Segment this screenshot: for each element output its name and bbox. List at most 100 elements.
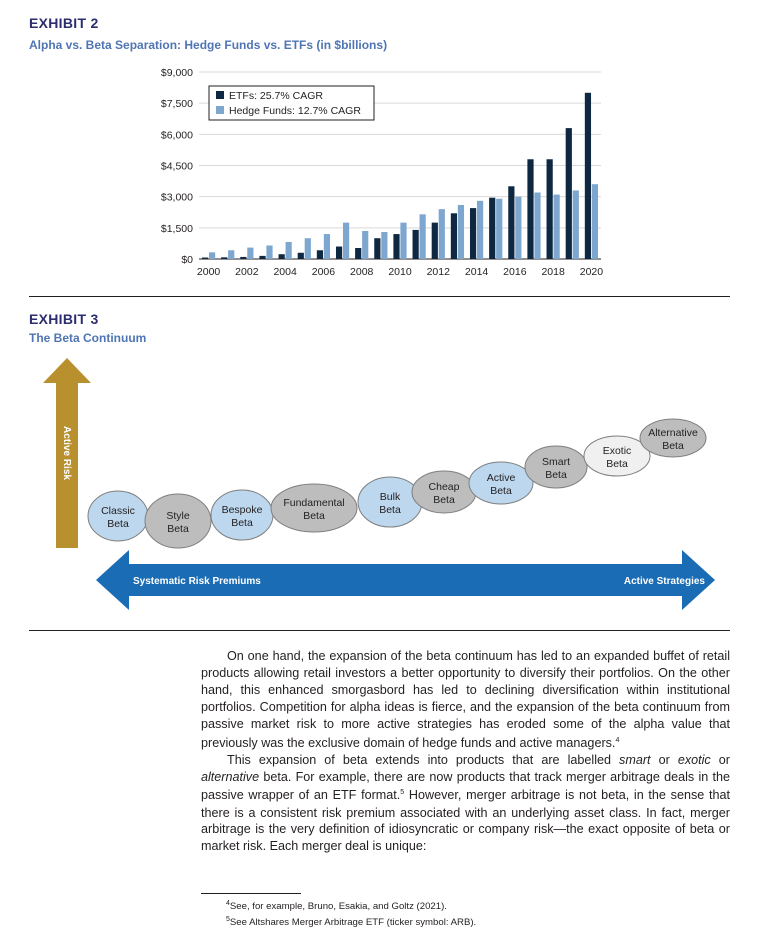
beta-oval-shape bbox=[639, 418, 707, 458]
footnotes: 4See, for example, Bruno, Esakia, and Go… bbox=[226, 897, 476, 929]
hedge-fund-bar-2018 bbox=[553, 194, 560, 259]
etf-bar-2004 bbox=[278, 254, 285, 259]
x-tick-label: 2016 bbox=[503, 266, 527, 278]
hedge-fund-bar-2019 bbox=[572, 190, 579, 259]
x-tick-label: 2004 bbox=[273, 266, 297, 278]
beta-oval-label: Beta bbox=[167, 523, 189, 535]
etf-bar-2001 bbox=[221, 257, 228, 259]
hedge-fund-bar-2013 bbox=[457, 204, 465, 259]
hedge-funds-vs-etfs-bar-chart: $0 $1,500 $3,000 $4,500 $6,000 $7,500 $9,000 2… bbox=[161, 67, 604, 278]
etf-bar-2014 bbox=[469, 208, 477, 259]
beta-oval-shape bbox=[468, 461, 534, 505]
y-tick-label: $0 bbox=[181, 254, 193, 266]
y-tick-label: $6,000 bbox=[161, 129, 193, 141]
etf-bar-2011 bbox=[412, 229, 419, 259]
x-tick-label: 2010 bbox=[388, 266, 412, 278]
hedge-fund-bar-2012 bbox=[438, 209, 445, 259]
beta-oval-label: Beta bbox=[231, 517, 253, 529]
etf-bar-2010 bbox=[393, 234, 400, 259]
systematic-to-active-arrow bbox=[96, 550, 715, 610]
beta-continuum-diagram: Active Risk Systematic Risk Premiums Act… bbox=[43, 358, 715, 610]
hedge-fund-bar-2000 bbox=[208, 252, 216, 259]
hedge-fund-bar-2003 bbox=[266, 245, 273, 259]
paragraph-2: This expansion of beta extends into prod… bbox=[201, 752, 730, 854]
y-tick-label: $3,000 bbox=[161, 192, 193, 204]
hedge-fund-bar-2014 bbox=[476, 200, 484, 259]
footnote-4: 4See, for example, Bruno, Esakia, and Go… bbox=[226, 900, 447, 913]
y-tick-label: $7,500 bbox=[161, 98, 193, 110]
etf-bar-2016 bbox=[508, 186, 515, 259]
active-risk-label: Active Risk bbox=[61, 426, 72, 480]
beta-oval-label: Beta bbox=[379, 504, 401, 516]
paragraph-1: On one hand, the expansion of the beta c… bbox=[201, 649, 730, 750]
y-tick-label: $9,000 bbox=[161, 67, 193, 79]
hedge-fund-bar-2020 bbox=[591, 184, 599, 259]
beta-oval-shape bbox=[270, 483, 358, 533]
hedge-fund-bar-2017 bbox=[534, 192, 541, 259]
beta-oval-label: Bespoke bbox=[222, 504, 263, 516]
hedge-fund-bar-2011 bbox=[419, 214, 426, 259]
beta-oval-label: Style bbox=[166, 510, 190, 522]
hedge-fund-bar-2002 bbox=[247, 247, 254, 259]
active-risk-arrow bbox=[43, 358, 91, 548]
hedge-fund-bar-2005 bbox=[304, 238, 311, 259]
beta-oval-label: Beta bbox=[433, 494, 455, 506]
section-divider bbox=[29, 296, 730, 297]
hedge-fund-bar-2010 bbox=[400, 222, 407, 259]
beta-oval-label: Beta bbox=[303, 510, 325, 522]
hedge-fund-bar-2009 bbox=[381, 231, 388, 259]
etf-bar-2013 bbox=[450, 213, 458, 259]
beta-oval-label: Smart bbox=[542, 456, 570, 468]
etf-bar-2000 bbox=[201, 257, 209, 259]
legend-swatch-etfs bbox=[216, 91, 224, 99]
beta-oval-label: Active bbox=[487, 472, 516, 484]
systematic-risk-premiums-label: Systematic Risk Premiums bbox=[133, 576, 261, 587]
x-tick-label: 2018 bbox=[541, 266, 565, 278]
beta-oval-shape bbox=[144, 493, 212, 549]
section-divider-2 bbox=[29, 630, 730, 631]
hedge-fund-bar-2008 bbox=[362, 230, 369, 259]
exhibit-2-title: Alpha vs. Beta Separation: Hedge Funds v… bbox=[29, 38, 388, 52]
etf-bar-2007 bbox=[335, 246, 343, 259]
beta-oval-label: Alternative bbox=[648, 427, 698, 439]
etf-bar-2009 bbox=[374, 238, 381, 259]
legend-label-etfs: ETFs: 25.7% CAGR bbox=[229, 90, 323, 102]
etf-bar-2020 bbox=[584, 92, 592, 260]
etf-bar-2002 bbox=[240, 256, 247, 259]
footnote-ref-4: 4 bbox=[615, 736, 620, 744]
y-tick-label: $1,500 bbox=[161, 223, 193, 235]
beta-oval-label: Beta bbox=[545, 469, 567, 481]
beta-oval-label: Fundamental bbox=[283, 497, 344, 509]
beta-oval-label: Beta bbox=[662, 440, 684, 452]
etf-bar-2015 bbox=[489, 197, 496, 259]
hedge-fund-bar-2001 bbox=[228, 250, 235, 259]
etf-bar-2012 bbox=[431, 222, 438, 259]
beta-oval-label: Classic bbox=[101, 505, 135, 517]
etf-bar-2006 bbox=[316, 250, 324, 259]
beta-oval-shape bbox=[583, 435, 651, 477]
active-strategies-label: Active Strategies bbox=[624, 576, 706, 587]
exhibit-3-title: The Beta Continuum bbox=[29, 331, 147, 345]
footnote-5: 5See Altshares Merger Arbitrage ETF (tic… bbox=[226, 916, 477, 929]
hedge-fund-bar-2006 bbox=[323, 234, 331, 259]
x-tick-label: 2020 bbox=[580, 266, 604, 278]
beta-oval-label: Beta bbox=[490, 485, 512, 497]
hedge-fund-bar-2016 bbox=[515, 196, 522, 259]
etf-bar-2008 bbox=[355, 247, 362, 259]
x-tick-label: 2002 bbox=[235, 266, 259, 278]
etf-bar-2005 bbox=[297, 252, 304, 259]
article-body: On one hand, the expansion of the beta c… bbox=[201, 648, 730, 855]
y-tick-label: $4,500 bbox=[161, 161, 193, 173]
hedge-fund-bar-2007 bbox=[342, 222, 350, 259]
footnote-ref-5: 5 bbox=[400, 789, 405, 797]
legend-swatch-hedge-funds bbox=[216, 106, 224, 114]
beta-oval-label: Beta bbox=[606, 458, 628, 470]
exhibit-2-label: EXHIBIT 2 bbox=[29, 15, 99, 31]
beta-oval-label: Bulk bbox=[380, 491, 401, 503]
